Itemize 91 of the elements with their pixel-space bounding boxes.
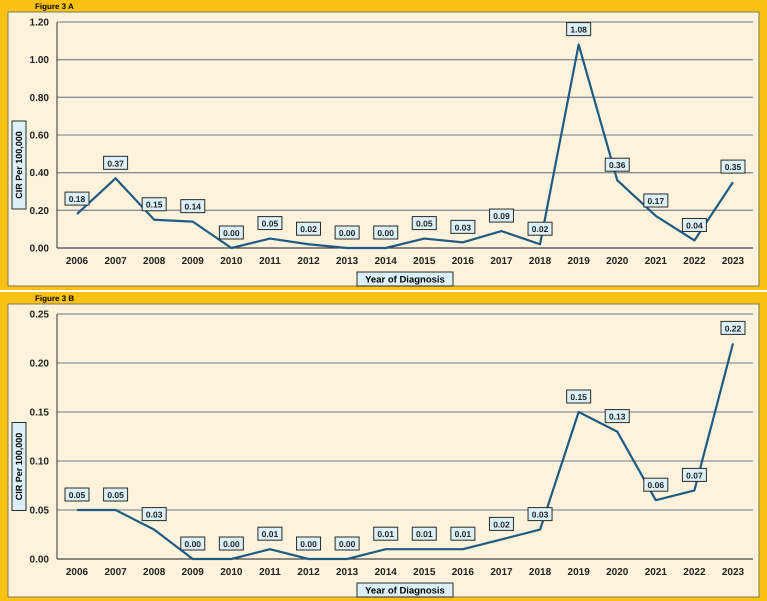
data-label: 0.13	[608, 412, 626, 422]
data-label: 1.08	[570, 24, 588, 35]
x-tick-label: 2021	[644, 567, 668, 578]
x-tick-label: 2015	[413, 256, 436, 267]
data-label: 0.01	[262, 529, 278, 540]
x-tick-label: 2009	[182, 567, 204, 578]
data-label: 0.04	[686, 220, 703, 230]
data-label: 0.22	[724, 323, 742, 334]
x-tick-label: 2006	[66, 256, 89, 267]
chart-title: Figure 3 A	[35, 2, 74, 11]
x-tick-label: 2009	[182, 256, 204, 267]
x-tick-label: 2013	[336, 256, 359, 267]
x-tick-label: 2014	[374, 256, 398, 267]
data-label: 0.00	[338, 538, 356, 549]
data-label: 0.00	[223, 538, 240, 549]
x-tick-label: 2006	[66, 567, 89, 578]
x-tick-label: 2019	[568, 256, 590, 267]
data-label: 0.07	[686, 470, 703, 480]
data-label: 0.02	[493, 519, 510, 530]
x-tick-label: 2008	[143, 567, 166, 578]
x-tick-label: 2022	[683, 256, 706, 267]
data-label: 0.00	[377, 228, 394, 238]
data-label: 0.09	[493, 211, 510, 222]
x-tick-label: 2022	[683, 567, 706, 578]
x-tick-label: 2019	[568, 567, 590, 578]
data-label: 0.15	[146, 200, 163, 210]
x-tick-label: 2007	[104, 567, 128, 578]
y-tick-label: 1.20	[30, 18, 50, 28]
data-label: 0.03	[146, 510, 163, 520]
y-tick-label: 0.60	[30, 130, 50, 142]
data-label: 0.01	[416, 529, 433, 540]
data-label: 0.02	[300, 224, 318, 234]
data-label: 0.05	[68, 490, 86, 500]
x-tick-label: 2016	[452, 567, 474, 578]
data-label: 0.36	[608, 160, 626, 170]
data-label: 0.17	[648, 196, 664, 206]
data-label: 0.06	[648, 480, 664, 490]
data-label: 0.05	[262, 218, 278, 229]
x-tick-label: 2007	[104, 256, 128, 267]
x-tick-label: 2017	[490, 567, 514, 578]
data-label: 0.18	[68, 194, 86, 204]
y-tick-label: 0.00	[30, 244, 50, 254]
data-label: 0.01	[377, 529, 394, 540]
data-label: 0.01	[454, 529, 472, 540]
data-label: 0.00	[300, 538, 318, 549]
x-tick-label: 2018	[528, 256, 552, 267]
data-label: 0.00	[223, 228, 240, 238]
data-label: 0.00	[338, 228, 356, 238]
x-tick-label: 2020	[606, 567, 629, 578]
x-axis-title: Year of Diagnosis	[365, 274, 445, 286]
data-label: 0.05	[416, 218, 433, 229]
data-label: 0.37	[107, 158, 124, 168]
x-tick-label: 2020	[606, 256, 629, 267]
x-tick-label: 2010	[220, 567, 243, 578]
data-label: 0.05	[107, 490, 124, 500]
chart-title: Figure 3 B	[35, 294, 74, 303]
x-tick-label: 2021	[644, 256, 668, 267]
x-axis-title: Year of Diagnosis	[365, 585, 445, 596]
x-tick-label: 2012	[297, 256, 320, 267]
y-tick-label: 0.00	[30, 554, 50, 566]
x-tick-label: 2008	[143, 256, 166, 267]
y-axis-title: CIR Per 100,000	[14, 432, 24, 500]
x-tick-label: 2011	[259, 256, 282, 267]
x-tick-label: 2017	[490, 256, 514, 267]
data-label: 0.00	[184, 538, 202, 549]
y-tick-label: 0.40	[30, 168, 50, 180]
x-tick-label: 2011	[259, 567, 282, 578]
x-tick-label: 2018	[528, 567, 552, 578]
y-axis-title: CIR Per 100,000	[14, 131, 24, 199]
x-tick-label: 2013	[336, 567, 359, 578]
y-tick-label: 1.00	[30, 55, 50, 66]
x-tick-label: 2016	[452, 256, 474, 267]
x-tick-label: 2014	[374, 567, 398, 578]
x-tick-label: 2010	[220, 256, 243, 267]
y-tick-label: 0.20	[30, 358, 50, 370]
data-label: 0.02	[532, 224, 549, 234]
y-tick-label: 0.25	[30, 310, 50, 320]
data-label: 0.03	[454, 222, 472, 232]
data-label: 0.15	[570, 392, 588, 402]
y-tick-label: 0.20	[30, 206, 50, 217]
x-tick-label: 2023	[722, 567, 745, 578]
y-tick-label: 0.80	[30, 92, 50, 104]
data-label: 0.03	[532, 510, 549, 520]
y-tick-label: 0.15	[30, 408, 50, 418]
x-tick-label: 2023	[722, 256, 745, 267]
y-tick-label: 0.05	[30, 506, 50, 516]
data-label: 0.14	[184, 202, 202, 212]
data-label: 0.35	[724, 162, 742, 172]
x-tick-label: 2015	[413, 567, 436, 578]
x-tick-label: 2012	[297, 567, 320, 578]
y-tick-label: 0.10	[30, 456, 50, 468]
